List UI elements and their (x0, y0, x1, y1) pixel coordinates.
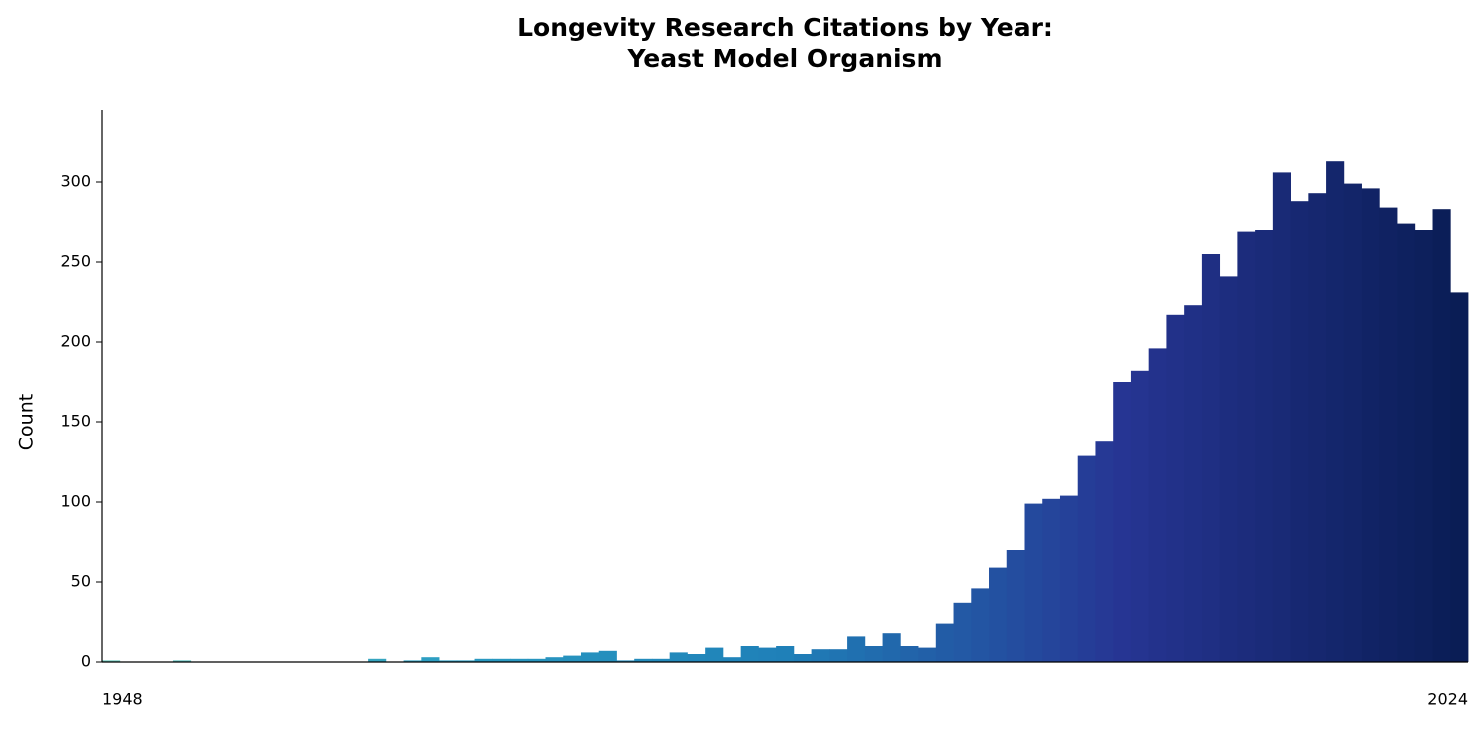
bar (474, 658, 493, 662)
bar (1130, 370, 1150, 662)
bar (829, 649, 848, 662)
bar (456, 660, 475, 662)
bar (687, 654, 706, 662)
y-tick-label: 0 (81, 652, 91, 671)
bar (776, 646, 795, 662)
bar (616, 660, 635, 662)
bar (953, 602, 972, 662)
bar (421, 657, 440, 662)
bar (1201, 254, 1221, 662)
bar (1450, 292, 1469, 662)
bar (1290, 201, 1309, 662)
bar (1077, 455, 1096, 662)
bar (563, 655, 582, 662)
y-tick-label: 300 (60, 172, 91, 191)
bar (918, 647, 937, 662)
bar (1095, 441, 1114, 662)
bar (172, 660, 192, 662)
bar (847, 636, 866, 662)
bar (102, 660, 121, 662)
bar (510, 658, 529, 662)
bar (1006, 550, 1025, 662)
bar (368, 658, 387, 662)
bar (722, 657, 742, 662)
bar (1148, 348, 1167, 662)
y-tick-label: 50 (71, 572, 91, 591)
bar (1379, 207, 1398, 662)
y-tick-label: 100 (60, 492, 91, 511)
bar (1361, 188, 1380, 662)
bar (900, 646, 919, 662)
bar (740, 646, 759, 662)
bar (864, 646, 883, 662)
bar (811, 649, 830, 662)
bar (527, 658, 546, 662)
bar (1219, 276, 1238, 662)
bar (1184, 305, 1203, 662)
bar (758, 647, 777, 662)
bar (634, 658, 653, 662)
bar (793, 654, 813, 662)
bar (669, 652, 688, 662)
bar (989, 567, 1008, 662)
bar (492, 658, 511, 662)
bar (1326, 161, 1345, 662)
y-tick-label: 200 (60, 332, 91, 351)
bar (545, 657, 564, 662)
bar (439, 660, 458, 662)
bar (403, 660, 422, 662)
bar (1113, 382, 1132, 662)
bar (580, 652, 600, 662)
bar (1308, 193, 1327, 662)
bar (1059, 495, 1079, 662)
bar (1237, 231, 1256, 662)
bar (1255, 230, 1274, 662)
x-tick-label: 2024 (1427, 690, 1468, 709)
bar (971, 588, 990, 662)
bar (1432, 209, 1451, 662)
bar (651, 658, 671, 662)
y-tick-label: 250 (60, 252, 91, 271)
bar (1272, 172, 1291, 662)
bar (1343, 183, 1362, 662)
bar (1166, 314, 1185, 662)
bar (1414, 230, 1433, 662)
bar (705, 647, 724, 662)
bar (598, 650, 617, 662)
y-axis-label: Count (16, 394, 38, 450)
x-tick-label: 1948 (102, 690, 143, 709)
bar (935, 623, 954, 662)
bar (1024, 503, 1043, 662)
y-tick-label: 150 (60, 412, 91, 431)
bar (882, 633, 901, 662)
chart-title: Longevity Research Citations by Year: Ye… (517, 13, 1053, 73)
bar (1042, 498, 1061, 662)
bar (1397, 223, 1416, 662)
